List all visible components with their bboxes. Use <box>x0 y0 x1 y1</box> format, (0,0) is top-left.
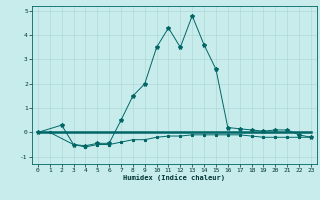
X-axis label: Humidex (Indice chaleur): Humidex (Indice chaleur) <box>124 175 225 181</box>
